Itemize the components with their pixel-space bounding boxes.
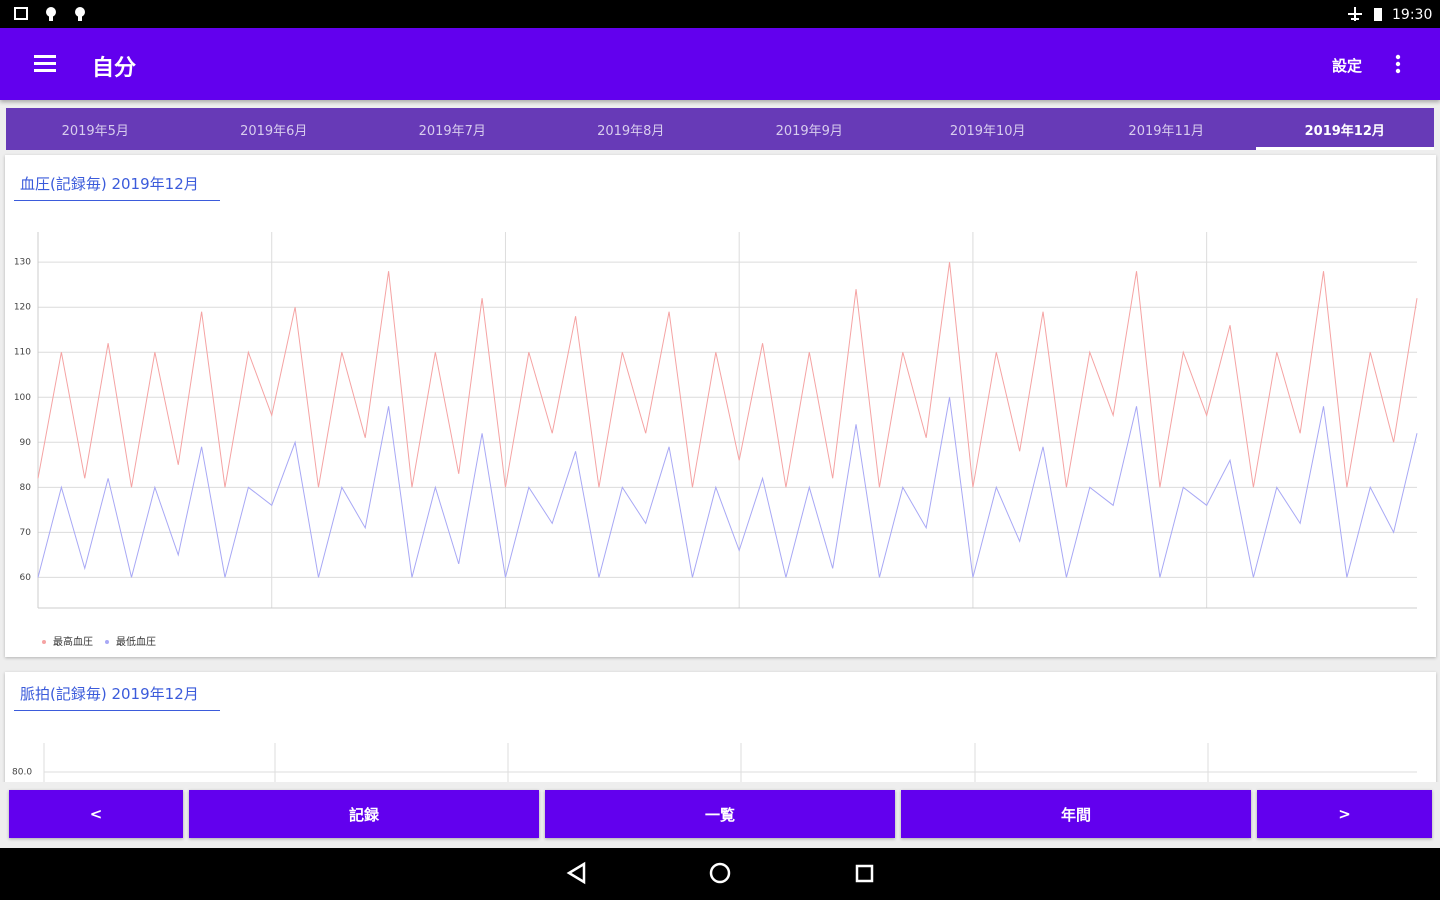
bottom-button[interactable]: 記録 xyxy=(189,790,539,838)
back-button[interactable] xyxy=(566,861,586,885)
overflow-menu[interactable] xyxy=(1393,54,1403,76)
bottom-button[interactable]: < xyxy=(9,790,183,838)
month-tab[interactable]: 2019年6月 xyxy=(240,123,308,139)
bottom-button[interactable]: > xyxy=(1257,790,1432,838)
recents-button[interactable] xyxy=(855,864,874,883)
chart: 80.0 60 70 80 90 100 110 120 130 最高血圧 最低血圧 xyxy=(12,232,1418,782)
chart-title: 血圧(記録毎) 2019年12月 xyxy=(14,173,220,201)
pulse-vertical-grid xyxy=(43,743,1209,782)
y-tick-label: 80 xyxy=(20,483,32,493)
blood-pressure-card: 血圧(記録毎) 2019年12月 xyxy=(5,155,1436,657)
month-tab[interactable]: 2019年10月 xyxy=(949,123,1026,139)
legend-label: 最低血圧 xyxy=(116,635,156,648)
pulse-title: 脈拍(記録毎) 2019年12月 xyxy=(14,683,220,711)
settings-button[interactable]: 設定 xyxy=(1332,57,1363,75)
data-line xyxy=(37,397,1418,578)
y-tick-label: 100 xyxy=(14,393,31,403)
status-icons: 19:30 xyxy=(14,7,1432,23)
bottom-button[interactable]: 一覧 xyxy=(545,790,895,838)
month-tabs: 2019年5月 2019年6月 2019年7月 2019年8月 2019年9月 2019年… xyxy=(6,108,1434,150)
navigation-bar xyxy=(0,848,1440,900)
y-tick-label: 120 xyxy=(14,303,31,313)
legend-marker xyxy=(42,640,46,644)
data-line xyxy=(37,262,1418,488)
month-tab[interactable]: 2019年8月 xyxy=(597,123,665,139)
legend-marker xyxy=(105,640,109,644)
menu-button[interactable] xyxy=(34,54,58,74)
app-title: 自分 xyxy=(92,56,137,81)
status-time: 19:30 xyxy=(1392,7,1432,23)
status-bar: 19:30 xyxy=(0,0,1440,28)
legend-label: 最高血圧 xyxy=(53,635,93,648)
y-tick-label: 110 xyxy=(14,348,31,358)
month-tab[interactable]: 2019年11月 xyxy=(1128,123,1205,139)
home-button[interactable] xyxy=(709,862,731,884)
pulse-y-tick-label: 80.0 xyxy=(12,768,32,778)
y-tick-label: 130 xyxy=(14,258,31,268)
month-tab[interactable]: 2019年7月 xyxy=(418,123,486,139)
month-tab[interactable]: 2019年12月 xyxy=(1255,108,1435,150)
nav-icons xyxy=(566,861,874,885)
y-tick-label: 60 xyxy=(20,573,32,583)
month-tab[interactable]: 2019年5月 xyxy=(61,123,129,139)
y-tick-label: 70 xyxy=(20,528,32,538)
bottom-button[interactable]: 年間 xyxy=(901,790,1251,838)
app-bar: 自分 設定 xyxy=(0,28,1440,100)
bottom-bar: < 記録 一覧 年間 > xyxy=(0,782,1440,848)
y-tick-label: 90 xyxy=(20,438,32,448)
month-tab[interactable]: 2019年9月 xyxy=(775,123,843,139)
